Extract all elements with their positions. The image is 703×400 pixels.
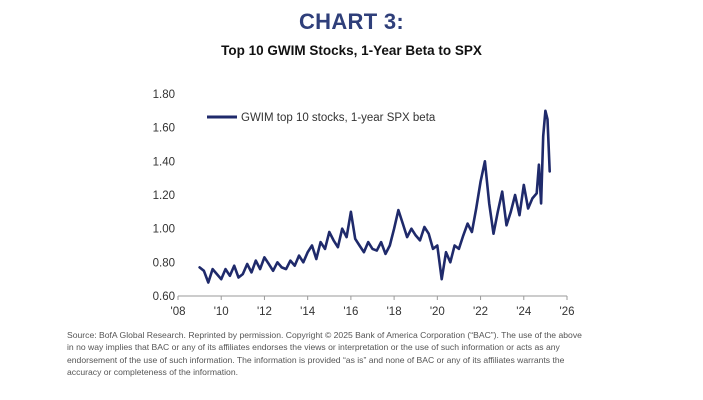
x-axis: '08 '10 '12 '14 '16 '18 '20 '22 '24 '26 bbox=[171, 295, 575, 318]
y-tick-label: 1.00 bbox=[153, 224, 175, 236]
x-tick-label: '26 bbox=[560, 306, 575, 318]
x-tick-label: '22 bbox=[473, 306, 488, 318]
y-tick-label: 1.80 bbox=[153, 89, 175, 101]
x-tick-label: '20 bbox=[430, 306, 445, 318]
x-tick-label: '18 bbox=[387, 306, 402, 318]
chart-title: Top 10 GWIM Stocks, 1-Year Beta to SPX bbox=[221, 43, 482, 58]
x-tick-label: '24 bbox=[516, 306, 532, 318]
chart-heading: CHART 3: bbox=[298, 9, 405, 34]
x-tick-label: '14 bbox=[300, 306, 316, 318]
series-line bbox=[198, 109, 551, 284]
source-note: Source: BofA Global Research. Reprinted … bbox=[67, 330, 582, 378]
x-tick-label: '08 bbox=[171, 306, 186, 318]
y-tick-label: 1.20 bbox=[153, 190, 175, 202]
beta-line-chart: 0.60 0.80 1.00 1.20 1.40 1.60 1.80 '08 '10 '12 '1… bbox=[153, 89, 575, 318]
y-tick-label: 1.40 bbox=[153, 156, 175, 168]
y-tick-label: 0.80 bbox=[153, 257, 175, 269]
x-tick-label: '16 bbox=[343, 306, 358, 318]
x-tick-label: '10 bbox=[214, 306, 229, 318]
y-axis: 0.60 0.80 1.00 1.20 1.40 1.60 1.80 bbox=[153, 89, 175, 303]
x-tick-label: '12 bbox=[257, 306, 272, 318]
plot-area bbox=[198, 109, 551, 284]
legend: GWIM top 10 stocks, 1-year SPX beta bbox=[207, 112, 436, 124]
y-tick-label: 0.60 bbox=[153, 291, 175, 303]
legend-label: GWIM top 10 stocks, 1-year SPX beta bbox=[241, 112, 436, 124]
y-tick-label: 1.60 bbox=[153, 123, 175, 135]
